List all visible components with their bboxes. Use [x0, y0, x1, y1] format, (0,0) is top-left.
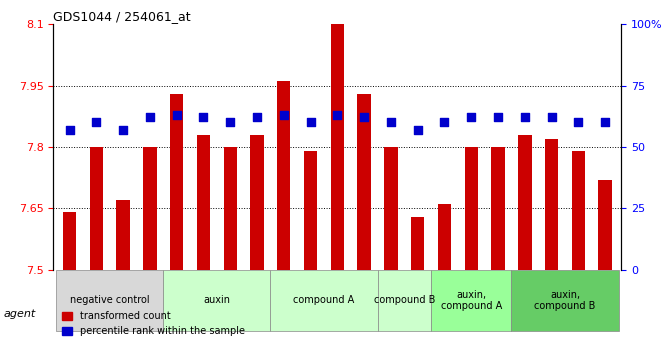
Point — [64, 127, 75, 132]
Text: auxin: auxin — [203, 296, 230, 305]
Point — [91, 120, 102, 125]
Bar — [518, 135, 532, 270]
Point — [385, 120, 396, 125]
Text: GDS1044 / 254061_at: GDS1044 / 254061_at — [53, 10, 191, 23]
Bar — [572, 151, 585, 270]
Point — [225, 120, 236, 125]
Bar — [464, 147, 478, 270]
Bar — [170, 94, 183, 270]
Point — [171, 112, 182, 118]
Bar — [63, 213, 76, 270]
Point — [493, 115, 504, 120]
Bar — [599, 180, 612, 270]
Bar — [90, 147, 103, 270]
Bar — [116, 200, 130, 270]
FancyBboxPatch shape — [163, 270, 271, 331]
Point — [600, 120, 611, 125]
Bar — [277, 81, 291, 270]
Bar — [384, 147, 397, 270]
Bar — [545, 139, 558, 270]
Point — [412, 127, 423, 132]
FancyBboxPatch shape — [377, 270, 431, 331]
Text: auxin,
compound B: auxin, compound B — [534, 290, 596, 311]
Point — [466, 115, 476, 120]
Point — [198, 115, 209, 120]
Bar — [304, 151, 317, 270]
Bar — [492, 147, 505, 270]
Point — [332, 112, 343, 118]
Point — [252, 115, 263, 120]
FancyBboxPatch shape — [512, 270, 619, 331]
Bar — [438, 204, 451, 270]
Text: auxin,
compound A: auxin, compound A — [441, 290, 502, 311]
FancyBboxPatch shape — [271, 270, 377, 331]
Text: compound A: compound A — [293, 296, 355, 305]
Point — [573, 120, 584, 125]
Text: negative control: negative control — [70, 296, 150, 305]
Bar — [197, 135, 210, 270]
Text: compound B: compound B — [373, 296, 435, 305]
Point — [359, 115, 369, 120]
Bar — [143, 147, 156, 270]
Point — [520, 115, 530, 120]
Point — [305, 120, 316, 125]
FancyBboxPatch shape — [56, 270, 163, 331]
Bar — [411, 217, 424, 270]
FancyBboxPatch shape — [431, 270, 512, 331]
Point — [279, 112, 289, 118]
Legend: transformed count, percentile rank within the sample: transformed count, percentile rank withi… — [58, 307, 248, 340]
Point — [118, 127, 128, 132]
Point — [439, 120, 450, 125]
Bar — [250, 135, 264, 270]
Text: agent: agent — [3, 309, 35, 319]
Point — [546, 115, 557, 120]
Point — [144, 115, 155, 120]
Bar — [357, 94, 371, 270]
Bar — [331, 24, 344, 270]
Bar — [224, 147, 237, 270]
